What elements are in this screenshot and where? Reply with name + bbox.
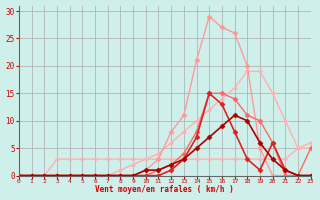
- X-axis label: Vent moyen/en rafales ( km/h ): Vent moyen/en rafales ( km/h ): [95, 185, 234, 194]
